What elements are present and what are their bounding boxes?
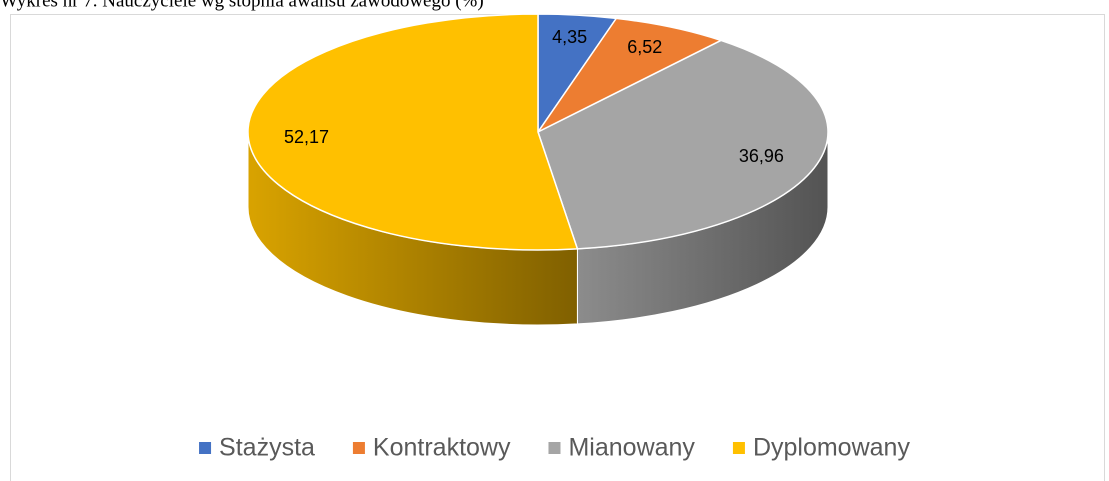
legend-swatch: [548, 442, 561, 454]
data-label: 52,17: [284, 127, 329, 147]
chart-title: Wykres nr 7. Nauczyciele wg stopnia awan…: [0, 0, 484, 11]
legend-swatch: [352, 442, 365, 454]
legend-swatch: [199, 442, 212, 454]
legend-label: Mianowany: [568, 434, 695, 462]
legend-label: Dyplomowany: [753, 434, 911, 462]
pie-slice: [247, 13, 579, 251]
legend-swatch: [732, 442, 745, 454]
legend-label: Stażysta: [219, 434, 315, 462]
data-label: 6,52: [627, 37, 662, 57]
pie-slice: [537, 17, 723, 133]
pie-slice: [537, 39, 829, 250]
legend: Stażysta Kontraktowy Mianowany Dyplomowany: [199, 434, 910, 462]
data-label: 4,35: [552, 27, 587, 47]
data-label: 36,96: [739, 146, 784, 166]
legend-label: Kontraktowy: [373, 434, 511, 462]
